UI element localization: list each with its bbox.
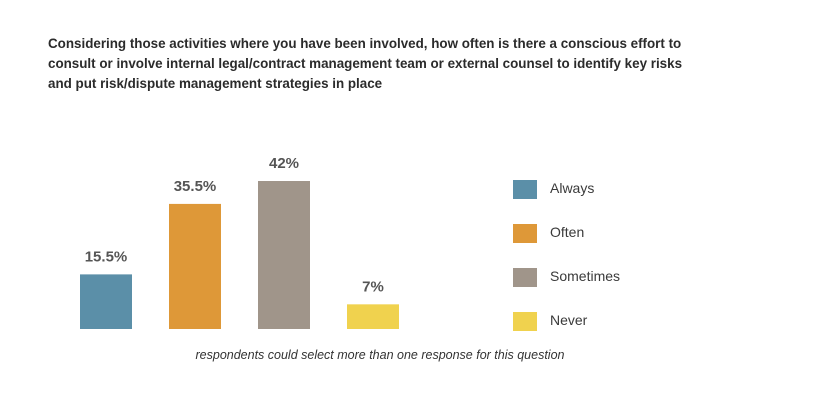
legend-item-sometimes: Sometimes	[513, 268, 620, 287]
legend-item-never: Never	[513, 312, 588, 331]
legend-swatch-often	[513, 224, 537, 243]
legend: Always Often Sometimes Never	[513, 180, 620, 331]
legend-item-always: Always	[513, 180, 594, 199]
bar-value-label-never: 7%	[362, 278, 384, 295]
chart-title-line-1: Considering those activities where you h…	[48, 36, 682, 51]
legend-swatch-sometimes	[513, 268, 537, 287]
bar-value-label-always: 15.5%	[85, 248, 128, 265]
bar-often	[169, 203, 221, 329]
bar-sometimes	[258, 181, 310, 329]
legend-item-often: Often	[513, 224, 584, 243]
chart-title-line-3: and put risk/dispute management strategi…	[48, 76, 383, 91]
legend-swatch-never	[513, 312, 537, 331]
bar-always	[80, 274, 132, 329]
legend-swatch-always	[513, 180, 537, 199]
legend-label-never: Never	[550, 312, 588, 328]
chart-title-line-2: consult or involve internal legal/contra…	[48, 56, 683, 71]
legend-label-sometimes: Sometimes	[550, 268, 620, 284]
legend-label-often: Often	[550, 224, 584, 240]
bar-never	[347, 304, 399, 329]
bar-value-label-often: 35.5%	[174, 178, 217, 195]
bar-label-group: 15.5% 35.5% 42% 7%	[85, 155, 384, 295]
chart-title: Considering those activities where you h…	[48, 34, 768, 94]
bar-value-label-sometimes: 42%	[269, 155, 299, 172]
footnote: respondents could select more than one r…	[195, 348, 565, 362]
bar-group	[80, 181, 399, 329]
legend-label-always: Always	[550, 180, 594, 196]
